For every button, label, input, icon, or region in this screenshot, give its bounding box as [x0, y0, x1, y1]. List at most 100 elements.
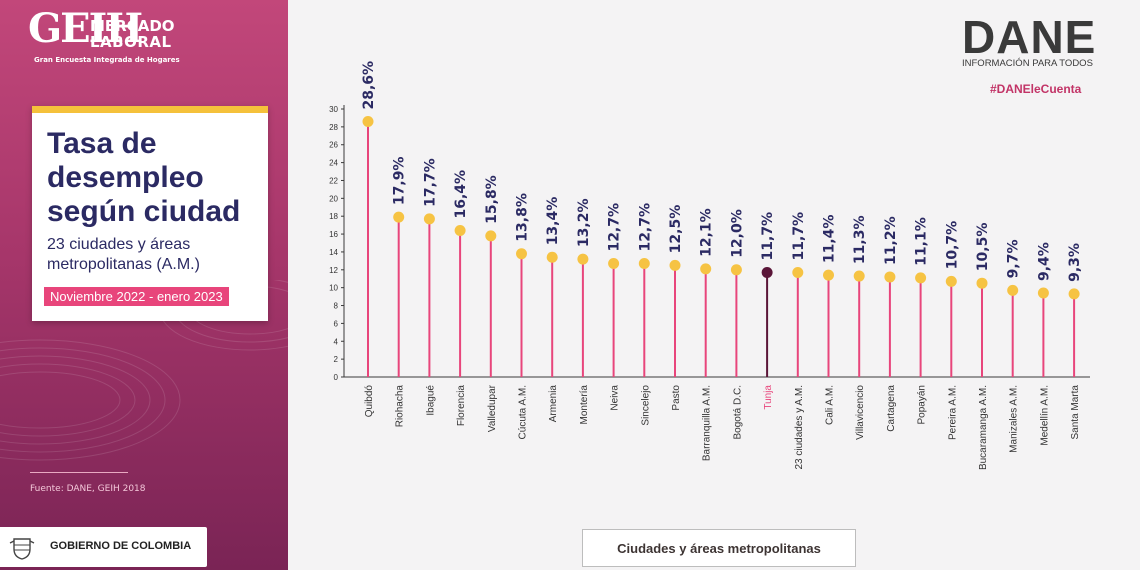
- coat-of-arms-icon: [9, 538, 35, 560]
- category-label: Armenia: [548, 385, 559, 423]
- y-tick-label: 24: [329, 159, 338, 168]
- data-point: [669, 259, 681, 271]
- logo-line2: LABORAL: [90, 33, 172, 51]
- data-point: [608, 258, 620, 270]
- government-text: GOBIERNO DE COLOMBIA: [50, 540, 192, 552]
- value-label: 9,4%: [1036, 242, 1052, 281]
- category-label: Bucaramanga A.M.: [978, 385, 989, 470]
- category-label: Neiva: [610, 385, 621, 411]
- y-tick-label: 6: [334, 319, 339, 328]
- value-label: 12,0%: [729, 209, 745, 258]
- data-point: [1068, 288, 1080, 300]
- y-tick-label: 8: [334, 302, 339, 311]
- y-tick-label: 30: [329, 105, 338, 114]
- category-label: Riohacha: [395, 385, 406, 428]
- category-label: Bogotá D.C.: [732, 385, 743, 439]
- value-label: 11,7%: [760, 212, 776, 261]
- x-axis-title-box: Ciudades y áreas metropolitanas: [582, 529, 856, 567]
- data-point: [516, 248, 527, 260]
- value-label: 13,8%: [515, 193, 531, 242]
- data-point: [546, 251, 558, 263]
- value-label: 11,2%: [883, 216, 899, 265]
- category-label: Popayán: [917, 385, 928, 424]
- value-label: 17,9%: [392, 157, 408, 206]
- y-tick-label: 22: [329, 176, 338, 185]
- hashtag: #DANEleCuenta: [990, 82, 1082, 96]
- category-label: Cali A.M.: [825, 385, 836, 425]
- chart-subtitle: 23 ciudades y áreas metropolitanas (A.M.…: [47, 236, 200, 273]
- y-tick-label: 26: [329, 141, 338, 150]
- data-point: [730, 264, 742, 276]
- category-label: Tunja: [763, 385, 774, 410]
- logo-subtitle: Gran Encuesta Integrada de Hogares: [34, 56, 180, 64]
- data-point: [1007, 284, 1019, 296]
- value-label: 17,7%: [422, 158, 438, 207]
- dane-logo: DANE INFORMACIÓN PARA TODOS: [962, 14, 1096, 69]
- data-point: [393, 211, 405, 223]
- category-label: Pereira A.M.: [947, 385, 958, 440]
- period-badge: Noviembre 2022 - enero 2023: [44, 287, 229, 306]
- value-label: 12,5%: [668, 205, 684, 254]
- data-point: [700, 263, 712, 275]
- data-point: [1037, 287, 1049, 299]
- value-label: 11,4%: [822, 215, 838, 264]
- value-label: 10,7%: [944, 221, 960, 270]
- value-label: 13,4%: [545, 197, 561, 246]
- data-point: [915, 272, 927, 284]
- data-point: [761, 266, 773, 278]
- data-point: [823, 269, 834, 281]
- value-label: 9,7%: [1006, 240, 1022, 279]
- category-label: Manizales A.M.: [1009, 385, 1020, 453]
- y-tick-label: 4: [334, 337, 339, 346]
- category-label: Santa Marta: [1070, 385, 1081, 440]
- value-label: 11,7%: [791, 212, 807, 261]
- category-label: Cúcuta A.M.: [518, 385, 529, 439]
- y-tick-label: 20: [329, 194, 338, 203]
- government-badge: GOBIERNO DE COLOMBIA: [0, 527, 207, 567]
- data-point: [945, 275, 957, 287]
- source-note: Fuente: DANE, GEIH 2018: [30, 484, 146, 494]
- category-label: Barranquilla A.M.: [702, 385, 713, 461]
- title-card: Tasa de desempleo según ciudad 23 ciudad…: [32, 106, 268, 321]
- value-label: 15,8%: [484, 175, 500, 224]
- category-label: Cartagena: [886, 385, 897, 432]
- category-label: Sincelejo: [640, 385, 651, 426]
- category-label: Valledupar: [487, 384, 498, 432]
- value-label: 11,1%: [914, 217, 930, 266]
- data-point: [976, 277, 988, 289]
- logo-line1: MERCADO: [90, 17, 175, 35]
- y-tick-label: 18: [329, 212, 338, 221]
- dane-tagline: INFORMACIÓN PARA TODOS: [962, 58, 1093, 69]
- left-panel: GEIH MERCADO LABORAL Gran Encuesta Integ…: [0, 0, 288, 570]
- value-label: 10,5%: [975, 223, 991, 272]
- data-point: [423, 213, 435, 225]
- logo-mercado-laboral: MERCADO LABORAL: [90, 18, 175, 50]
- value-label: 13,2%: [576, 199, 592, 248]
- category-label: 23 ciudades y A.M.: [794, 385, 805, 470]
- y-tick-label: 0: [334, 373, 339, 382]
- category-label: Medellín A.M.: [1039, 385, 1050, 446]
- value-label: 28,6%: [361, 61, 377, 110]
- y-tick-label: 14: [329, 248, 338, 257]
- source-divider: [30, 472, 128, 473]
- data-point: [362, 116, 374, 128]
- category-label: Quibdó: [364, 385, 375, 418]
- y-tick-label: 12: [329, 266, 338, 275]
- geih-logo: GEIH MERCADO LABORAL Gran Encuesta Integ…: [28, 6, 180, 65]
- value-label: 12,7%: [607, 203, 623, 252]
- chart-title: Tasa de desempleo según ciudad: [47, 127, 241, 228]
- data-point: [485, 230, 497, 242]
- category-label: Florencia: [456, 385, 467, 427]
- y-tick-label: 2: [334, 355, 339, 364]
- value-label: 11,3%: [852, 215, 868, 264]
- data-point: [884, 271, 896, 283]
- category-label: Pasto: [671, 385, 682, 411]
- value-label: 12,1%: [699, 208, 715, 257]
- value-label: 9,3%: [1067, 243, 1083, 282]
- data-point: [577, 253, 589, 265]
- data-point: [853, 270, 865, 282]
- value-label: 12,7%: [637, 203, 653, 252]
- data-point: [638, 258, 650, 270]
- data-point: [454, 224, 466, 236]
